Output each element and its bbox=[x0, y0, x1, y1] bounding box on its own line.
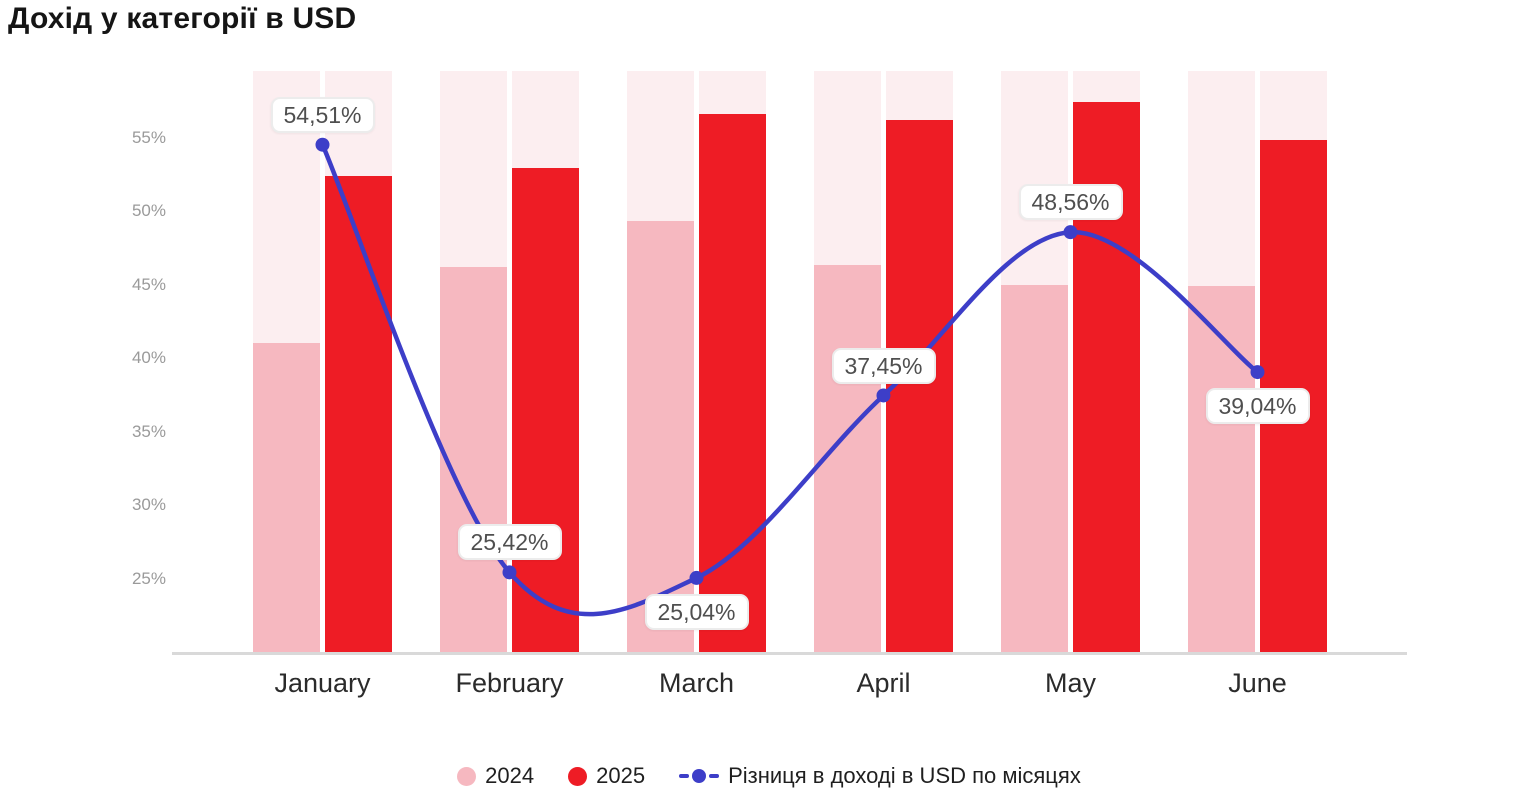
legend-line-symbol-icon bbox=[679, 769, 720, 783]
bar-2024-february[interactable] bbox=[440, 266, 507, 652]
bar-2025-april[interactable] bbox=[886, 119, 953, 652]
data-label-june: 39,04% bbox=[1205, 388, 1310, 425]
bar-2024-april[interactable] bbox=[814, 265, 881, 652]
bar-2024-march[interactable] bbox=[627, 221, 694, 652]
bar-2025-february[interactable] bbox=[512, 168, 579, 652]
y-axis-label-55: 55% bbox=[131, 127, 166, 147]
x-axis-label-march: March bbox=[658, 668, 734, 698]
data-label-march: 25,04% bbox=[644, 593, 749, 630]
legend: 2024 2025 Різниця в доході в USD по міся… bbox=[0, 756, 1538, 796]
y-axis-label-40: 40% bbox=[131, 348, 166, 367]
legend-swatch-2024-icon bbox=[457, 766, 477, 786]
y-axis-label-25: 25% bbox=[131, 568, 166, 588]
y-axis-label-50: 50% bbox=[131, 201, 166, 220]
bar-2025-march[interactable] bbox=[699, 113, 766, 652]
x-axis-line bbox=[172, 652, 1407, 655]
y-axis-label-35: 35% bbox=[131, 421, 166, 441]
bar-2024-may[interactable] bbox=[1001, 284, 1068, 652]
x-axis-label-february: February bbox=[455, 668, 564, 698]
bar-2025-january[interactable] bbox=[325, 175, 392, 652]
x-axis-label-may: May bbox=[1044, 668, 1096, 698]
legend-item-difference[interactable]: Різниця в доході в USD по місяцях bbox=[679, 763, 1081, 789]
legend-label-difference: Різниця в доході в USD по місяцях bbox=[728, 763, 1081, 788]
legend-swatch-2025-icon bbox=[568, 766, 588, 786]
x-axis-label-april: April bbox=[856, 668, 911, 698]
legend-item-2024[interactable]: 2024 bbox=[457, 763, 534, 789]
x-axis-label-january: January bbox=[274, 668, 371, 698]
legend-label-2025: 2025 bbox=[596, 763, 646, 788]
chart-title: Дохід у категорії в USD bbox=[8, 2, 357, 35]
y-axis-label-45: 45% bbox=[131, 274, 166, 294]
bar-2024-june[interactable] bbox=[1188, 285, 1255, 652]
y-axis-label-30: 30% bbox=[131, 495, 166, 514]
legend-item-2025[interactable]: 2025 bbox=[568, 763, 645, 789]
x-axis-label-june: June bbox=[1228, 668, 1287, 698]
legend-label-2024: 2024 bbox=[485, 763, 535, 788]
data-label-may: 48,56% bbox=[1018, 184, 1123, 221]
data-label-january: 54,51% bbox=[270, 96, 375, 133]
bar-2024-january[interactable] bbox=[253, 343, 320, 652]
data-label-february: 25,42% bbox=[457, 524, 562, 561]
data-label-april: 37,45% bbox=[831, 347, 936, 384]
